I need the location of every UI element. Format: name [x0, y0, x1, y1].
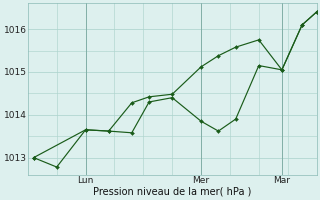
X-axis label: Pression niveau de la mer( hPa ): Pression niveau de la mer( hPa ) [93, 187, 252, 197]
